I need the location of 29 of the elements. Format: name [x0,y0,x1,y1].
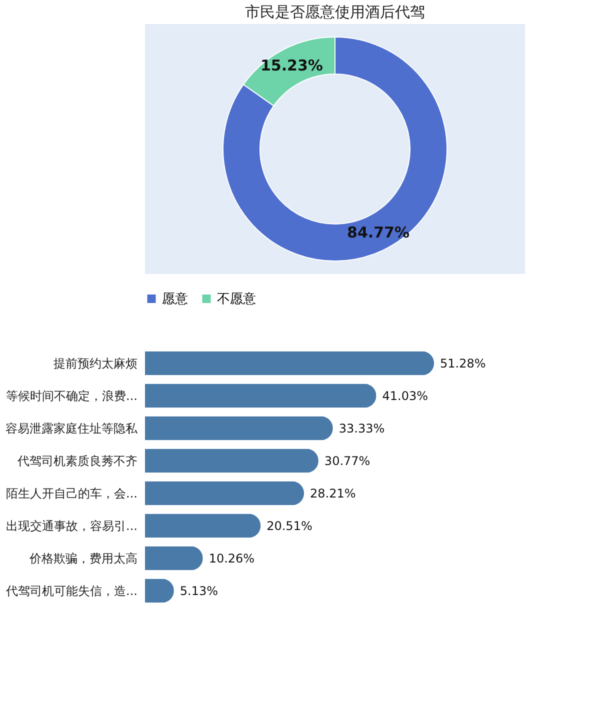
y-tick-label: 容易泄露家庭住址等隐私 [6,421,138,436]
bar [145,384,376,408]
data-label: 33.33% [338,421,385,436]
y-tick-label: 出现交通事故，容易引... [6,518,138,533]
data-label: 51.28% [440,356,486,370]
data-label: 15.23% [260,56,323,75]
data-label: 84.77% [347,223,410,242]
data-label: 41.03% [382,388,428,403]
data-label: 28.21% [310,486,356,500]
y-tick-label: 陌生人开自己的车，会... [6,486,138,500]
data-label: 10.26% [208,551,255,566]
bar [145,351,434,376]
legend-label: 不愿意 [217,292,256,307]
donut-slice [222,36,448,262]
data-label: 30.77% [324,454,370,468]
data-label: 5.13% [180,584,218,598]
chart-title: 市民是否愿意使用酒后代驾 [245,3,425,21]
bar [145,546,203,570]
y-tick-label: 代驾司机素质良莠不齐 [16,454,138,468]
data-label: 20.51% [266,518,312,533]
bar [145,514,261,538]
bar [145,416,333,440]
bar [145,448,318,473]
y-tick-label: 提前预约太麻烦 [54,356,138,370]
legend-label: 愿意 [162,292,188,307]
y-tick-label: 价格欺骗，费用太高 [28,551,138,566]
bar [145,481,304,506]
y-tick-label: 代驾司机可能失信，造... [5,584,138,598]
y-tick-label: 等候时间不确定，浪费... [6,388,138,403]
